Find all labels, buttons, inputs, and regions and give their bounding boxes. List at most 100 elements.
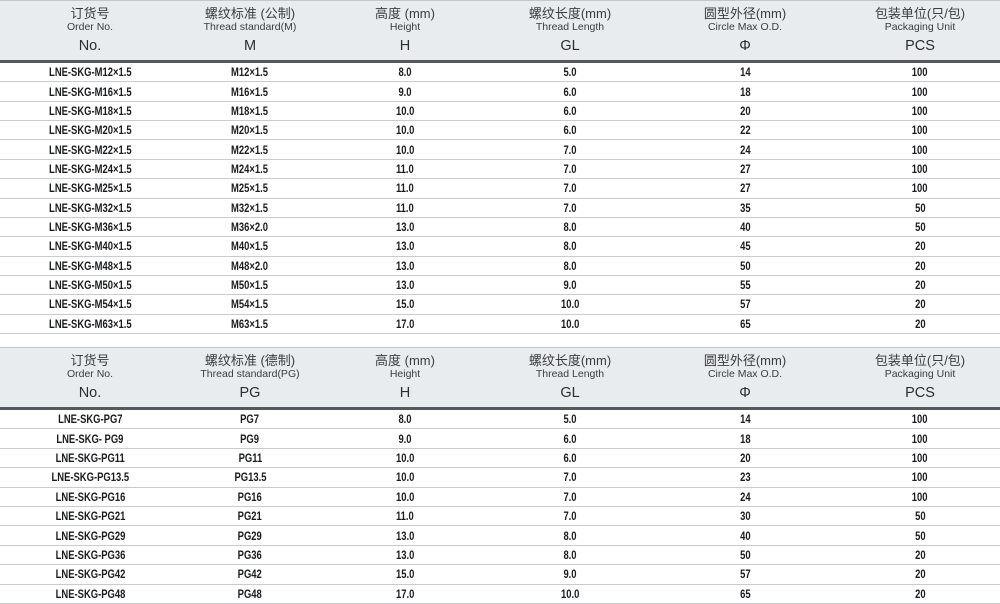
cell-circle-od: 55 [650, 276, 840, 294]
cell-thread-length: 7.0 [490, 507, 650, 525]
header-col-order-no: 订货号 Order No. No. [0, 1, 180, 60]
cell-height: 15.0 [320, 565, 490, 583]
cell-value: 13.0 [395, 549, 415, 562]
cell-height: 8.0 [320, 410, 490, 428]
cell-value: 20 [914, 260, 926, 273]
cell-order-no: LNE-SKG-PG21 [0, 507, 180, 525]
cell-order-no: LNE-SKG-M16×1.5 [0, 83, 180, 101]
table-row: LNE-SKG-M36×1.5 M36×2.0 13.0 8.0 40 50 [0, 218, 1000, 238]
cell-order-no: LNE-SKG-PG48 [0, 585, 180, 603]
cell-value: LNE-SKG- PG9 [56, 433, 124, 446]
cell-value: 6.0 [563, 105, 577, 118]
cell-value: PG36 [237, 549, 263, 562]
cell-order-no: LNE-SKG-M20×1.5 [0, 121, 180, 139]
cell-height: 11.0 [320, 179, 490, 197]
cell-pcs: 100 [840, 410, 1000, 428]
header-col-circle-od: 圆型外径(mm) Circle Max O.D. Φ [650, 1, 840, 60]
cell-value: 7.0 [563, 183, 577, 196]
cell-value: LNE-SKG-PG36 [55, 549, 125, 562]
cell-value: PG29 [237, 530, 263, 543]
table-row: LNE-SKG-PG42 PG42 15.0 9.0 57 20 [0, 565, 1000, 585]
cell-value: PG42 [237, 569, 263, 582]
header-label-en: Circle Max O.D. [707, 368, 783, 381]
cell-height: 10.0 [320, 449, 490, 467]
cell-pcs: 20 [840, 585, 1000, 603]
cell-pcs: 100 [840, 179, 1000, 197]
cell-value: 100 [912, 125, 928, 138]
header-col-circle-od: 圆型外径(mm) Circle Max O.D. Φ [650, 348, 840, 407]
cell-pcs: 20 [840, 565, 1000, 583]
cell-pcs: 20 [840, 276, 1000, 294]
cell-circle-od: 18 [650, 83, 840, 101]
cell-value: 20 [914, 318, 926, 331]
cell-circle-od: 22 [650, 121, 840, 139]
header-label-cn: 螺纹长度(mm) [528, 6, 612, 21]
cell-value: 6.0 [563, 86, 577, 99]
cell-value: LNE-SKG-PG48 [55, 588, 125, 601]
cell-pcs: 20 [840, 295, 1000, 313]
cell-thread-length: 5.0 [490, 410, 650, 428]
cell-value: PG9 [240, 433, 260, 446]
cell-thread-length: 8.0 [490, 257, 650, 275]
cell-value: PG13.5 [234, 472, 266, 485]
cell-thread-length: 10.0 [490, 295, 650, 313]
cell-value: 10.0 [395, 144, 415, 157]
cell-thread-standard: PG29 [180, 527, 320, 545]
cell-circle-od: 50 [650, 546, 840, 564]
cell-value: 50 [914, 202, 926, 215]
cell-thread-length: 6.0 [490, 102, 650, 120]
cell-thread-standard: PG36 [180, 546, 320, 564]
cell-value: 9.0 [563, 280, 577, 293]
cell-value: 10.0 [560, 299, 580, 312]
header-label-en: Order No. [66, 368, 114, 381]
cell-value: 17.0 [395, 588, 415, 601]
cell-value: 5.0 [563, 414, 577, 427]
cell-circle-od: 65 [650, 315, 840, 333]
cell-value: 6.0 [563, 453, 577, 465]
cell-height: 9.0 [320, 83, 490, 101]
cell-thread-standard: M36×2.0 [180, 218, 320, 236]
cell-pcs: 100 [840, 449, 1000, 467]
cell-height: 10.0 [320, 141, 490, 159]
header-symbol: PCS [905, 385, 935, 402]
cell-value: M63×1.5 [231, 318, 269, 331]
cell-value: M18×1.5 [231, 105, 269, 118]
cell-value: 10.0 [395, 105, 415, 118]
cell-pcs: 100 [840, 468, 1000, 486]
cell-value: LNE-SKG-M54×1.5 [48, 299, 132, 312]
cell-value: 9.0 [398, 433, 412, 446]
header-label-cn: 圆型外径(mm) [703, 353, 787, 369]
cell-thread-length: 9.0 [490, 565, 650, 583]
table-row: LNE-SKG-PG13.5 PG13.5 10.0 7.0 23 100 [0, 468, 1000, 488]
cell-value: 45 [739, 241, 751, 254]
cell-value: M22×1.5 [231, 144, 269, 157]
header-symbol: Φ [739, 38, 751, 54]
cell-pcs: 20 [840, 546, 1000, 564]
cell-circle-od: 50 [650, 257, 840, 275]
cell-value: PG21 [237, 511, 263, 524]
cell-value: 10.0 [395, 453, 415, 465]
header-col-thread-standard: 螺纹标准 (公制) Thread standard(M) M [180, 1, 320, 60]
cell-value: 100 [912, 453, 928, 465]
header-label-en: Circle Max O.D. [707, 21, 783, 33]
table-row: LNE-SKG-M25×1.5 M25×1.5 11.0 7.0 27 100 [0, 179, 1000, 199]
cell-order-no: LNE-SKG-PG29 [0, 527, 180, 545]
cell-value: 10.0 [395, 472, 415, 485]
cell-value: 55 [739, 280, 751, 293]
header-col-height: 高度 (mm) Height H [320, 348, 490, 407]
cell-value: 13.0 [395, 280, 415, 293]
table-body: LNE-SKG-M12×1.5 M12×1.5 8.0 5.0 14 100 LNE-SKG… [0, 63, 1000, 335]
cell-value: 13.0 [395, 530, 415, 543]
header-symbol: H [399, 385, 411, 402]
cell-pcs: 20 [840, 257, 1000, 275]
cell-value: 6.0 [563, 433, 577, 446]
cell-order-no: LNE-SKG-M25×1.5 [0, 179, 180, 197]
cell-value: 10.0 [395, 491, 415, 504]
cell-value: 8.0 [563, 260, 577, 273]
cell-value: PG7 [240, 414, 260, 427]
cell-pcs: 100 [840, 488, 1000, 506]
header-symbol: No. [78, 385, 102, 402]
cell-value: M25×1.5 [231, 183, 269, 196]
cell-circle-od: 40 [650, 527, 840, 545]
cell-thread-standard: PG16 [180, 488, 320, 506]
